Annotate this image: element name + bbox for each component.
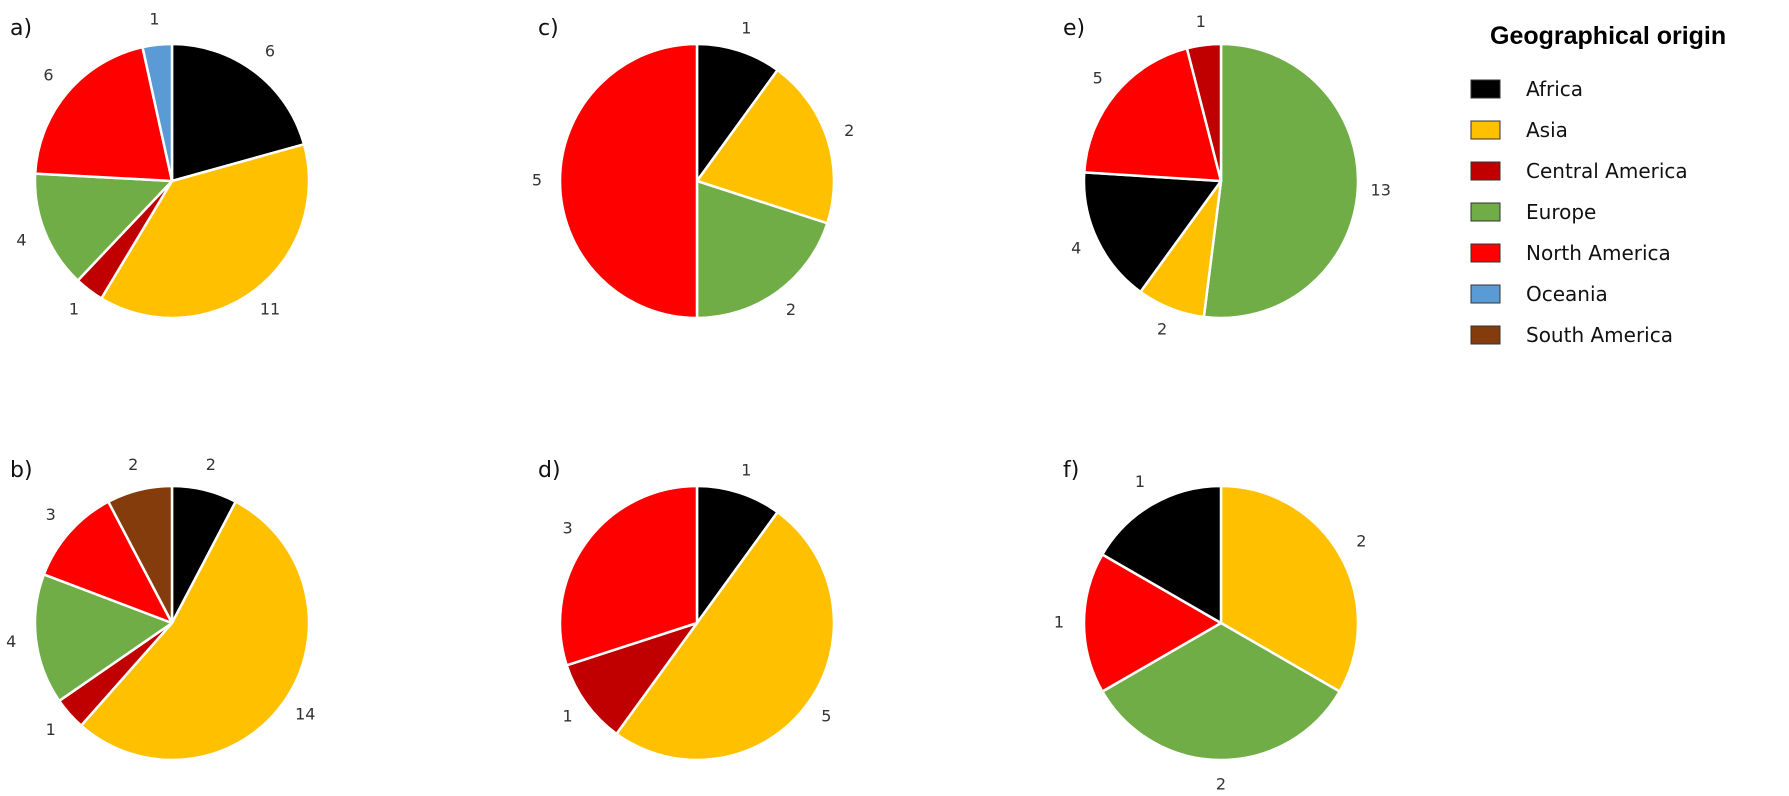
pie-slice-europe xyxy=(695,179,829,320)
slice-value-label: 1 xyxy=(563,707,573,726)
slice-value-label: 2 xyxy=(1157,319,1167,338)
pie-slice-asia xyxy=(695,68,836,225)
legend-label: North America xyxy=(1526,241,1671,265)
slice-value-label: 6 xyxy=(43,66,53,85)
panel-label: d) xyxy=(538,458,561,483)
legend-item-africa: Africa xyxy=(1470,77,1583,101)
pie-slice-central-america xyxy=(1185,42,1223,183)
slice-value-label: 4 xyxy=(1071,239,1081,258)
slice-value-label: 2 xyxy=(1216,775,1226,794)
slice-value-label: 13 xyxy=(1371,181,1391,200)
slice-value-label: 1 xyxy=(741,460,751,479)
pie-slice-north-america xyxy=(558,42,699,320)
pie-slice-north-america xyxy=(558,484,699,667)
legend-label: Africa xyxy=(1526,77,1583,101)
slice-value-label: 1 xyxy=(1054,613,1064,632)
panel-label: c) xyxy=(538,16,559,41)
slice-value-label: 2 xyxy=(128,455,138,474)
legend-item-oceania: Oceania xyxy=(1470,282,1608,306)
pie-chart-e: e) 13 2 4 5 1 xyxy=(1063,12,1391,338)
slice-value-label: 6 xyxy=(265,42,275,61)
slice-value-label: 3 xyxy=(46,505,56,524)
pie-slice-south-america xyxy=(107,484,174,625)
pie-slice-europe xyxy=(33,172,174,282)
pie-slice-north-america xyxy=(33,45,174,183)
legend-swatch xyxy=(1470,325,1501,345)
slice-value-label: 1 xyxy=(1196,12,1206,31)
legend-label: Central America xyxy=(1526,159,1688,183)
slice-value-label: 1 xyxy=(46,720,56,739)
pie-chart-c: c) 1 2 2 5 xyxy=(532,16,854,320)
pie-slice-africa xyxy=(1082,171,1223,294)
legend-swatch xyxy=(1470,243,1501,263)
legend-item-asia: Asia xyxy=(1470,118,1568,142)
legend-swatch xyxy=(1470,161,1501,181)
legend-item-south-america: South America xyxy=(1470,323,1673,347)
legend-label: Oceania xyxy=(1526,282,1608,306)
pie-slice-north-america xyxy=(42,500,174,625)
panel-label: b) xyxy=(10,458,33,483)
pie-slice-africa xyxy=(695,484,779,625)
slice-value-label: 1 xyxy=(69,300,79,319)
pie-slice-europe xyxy=(33,573,174,703)
slice-value-label: 1 xyxy=(1135,472,1145,491)
slice-value-label: 5 xyxy=(821,707,831,726)
legend-items: Africa Asia Central America Europe North Ame… xyxy=(1470,77,1688,347)
panel-label: a) xyxy=(10,16,32,41)
panel-label: e) xyxy=(1063,16,1085,41)
pie-slice-central-america xyxy=(565,621,699,736)
slice-value-label: 1 xyxy=(149,9,159,28)
pie-slice-north-america xyxy=(1082,553,1223,693)
pie-slice-africa xyxy=(170,42,306,183)
slice-value-label: 2 xyxy=(786,300,796,319)
slice-value-label: 11 xyxy=(260,300,280,319)
legend-item-europe: Europe xyxy=(1470,200,1596,224)
legend-item-central-america: Central America xyxy=(1470,159,1688,183)
slice-value-label: 4 xyxy=(16,231,26,250)
pie-slice-africa xyxy=(1101,484,1223,625)
pie-slice-asia xyxy=(79,500,311,762)
pie-chart-d: d) 1 5 1 3 xyxy=(538,458,836,762)
pie-slice-north-america xyxy=(1083,47,1223,183)
legend: Geographical origin Africa Asia Central Am… xyxy=(1470,22,1726,347)
pie-slice-asia xyxy=(615,510,836,762)
legend-label: South America xyxy=(1526,323,1673,347)
legend-label: Europe xyxy=(1526,200,1596,224)
pie-slice-oceania xyxy=(141,42,174,183)
slice-value-label: 1 xyxy=(741,18,751,37)
slice-value-label: 2 xyxy=(1356,532,1366,551)
pie-chart-f: f) 2 2 1 1 xyxy=(1054,458,1366,794)
pie-slice-europe xyxy=(1202,42,1360,320)
slice-value-label: 2 xyxy=(206,455,216,474)
legend-swatch xyxy=(1470,79,1501,99)
legend-swatch xyxy=(1470,284,1501,304)
slice-value-label: 4 xyxy=(6,632,16,651)
legend-item-north-america: North America xyxy=(1470,241,1671,265)
legend-label: Asia xyxy=(1526,118,1568,142)
slice-value-label: 2 xyxy=(844,121,854,140)
legend-title: Geographical origin xyxy=(1490,22,1726,50)
legend-swatch xyxy=(1470,120,1501,140)
slice-value-label: 14 xyxy=(295,705,315,724)
pie-slice-asia xyxy=(100,143,311,320)
panel-label: f) xyxy=(1063,458,1079,483)
slice-value-label: 5 xyxy=(1093,69,1103,88)
slice-value-label: 3 xyxy=(563,519,573,538)
legend-swatch xyxy=(1470,202,1501,222)
pie-slice-asia xyxy=(1219,484,1360,693)
slice-value-label: 5 xyxy=(532,171,542,190)
pie-slice-africa xyxy=(695,42,779,183)
